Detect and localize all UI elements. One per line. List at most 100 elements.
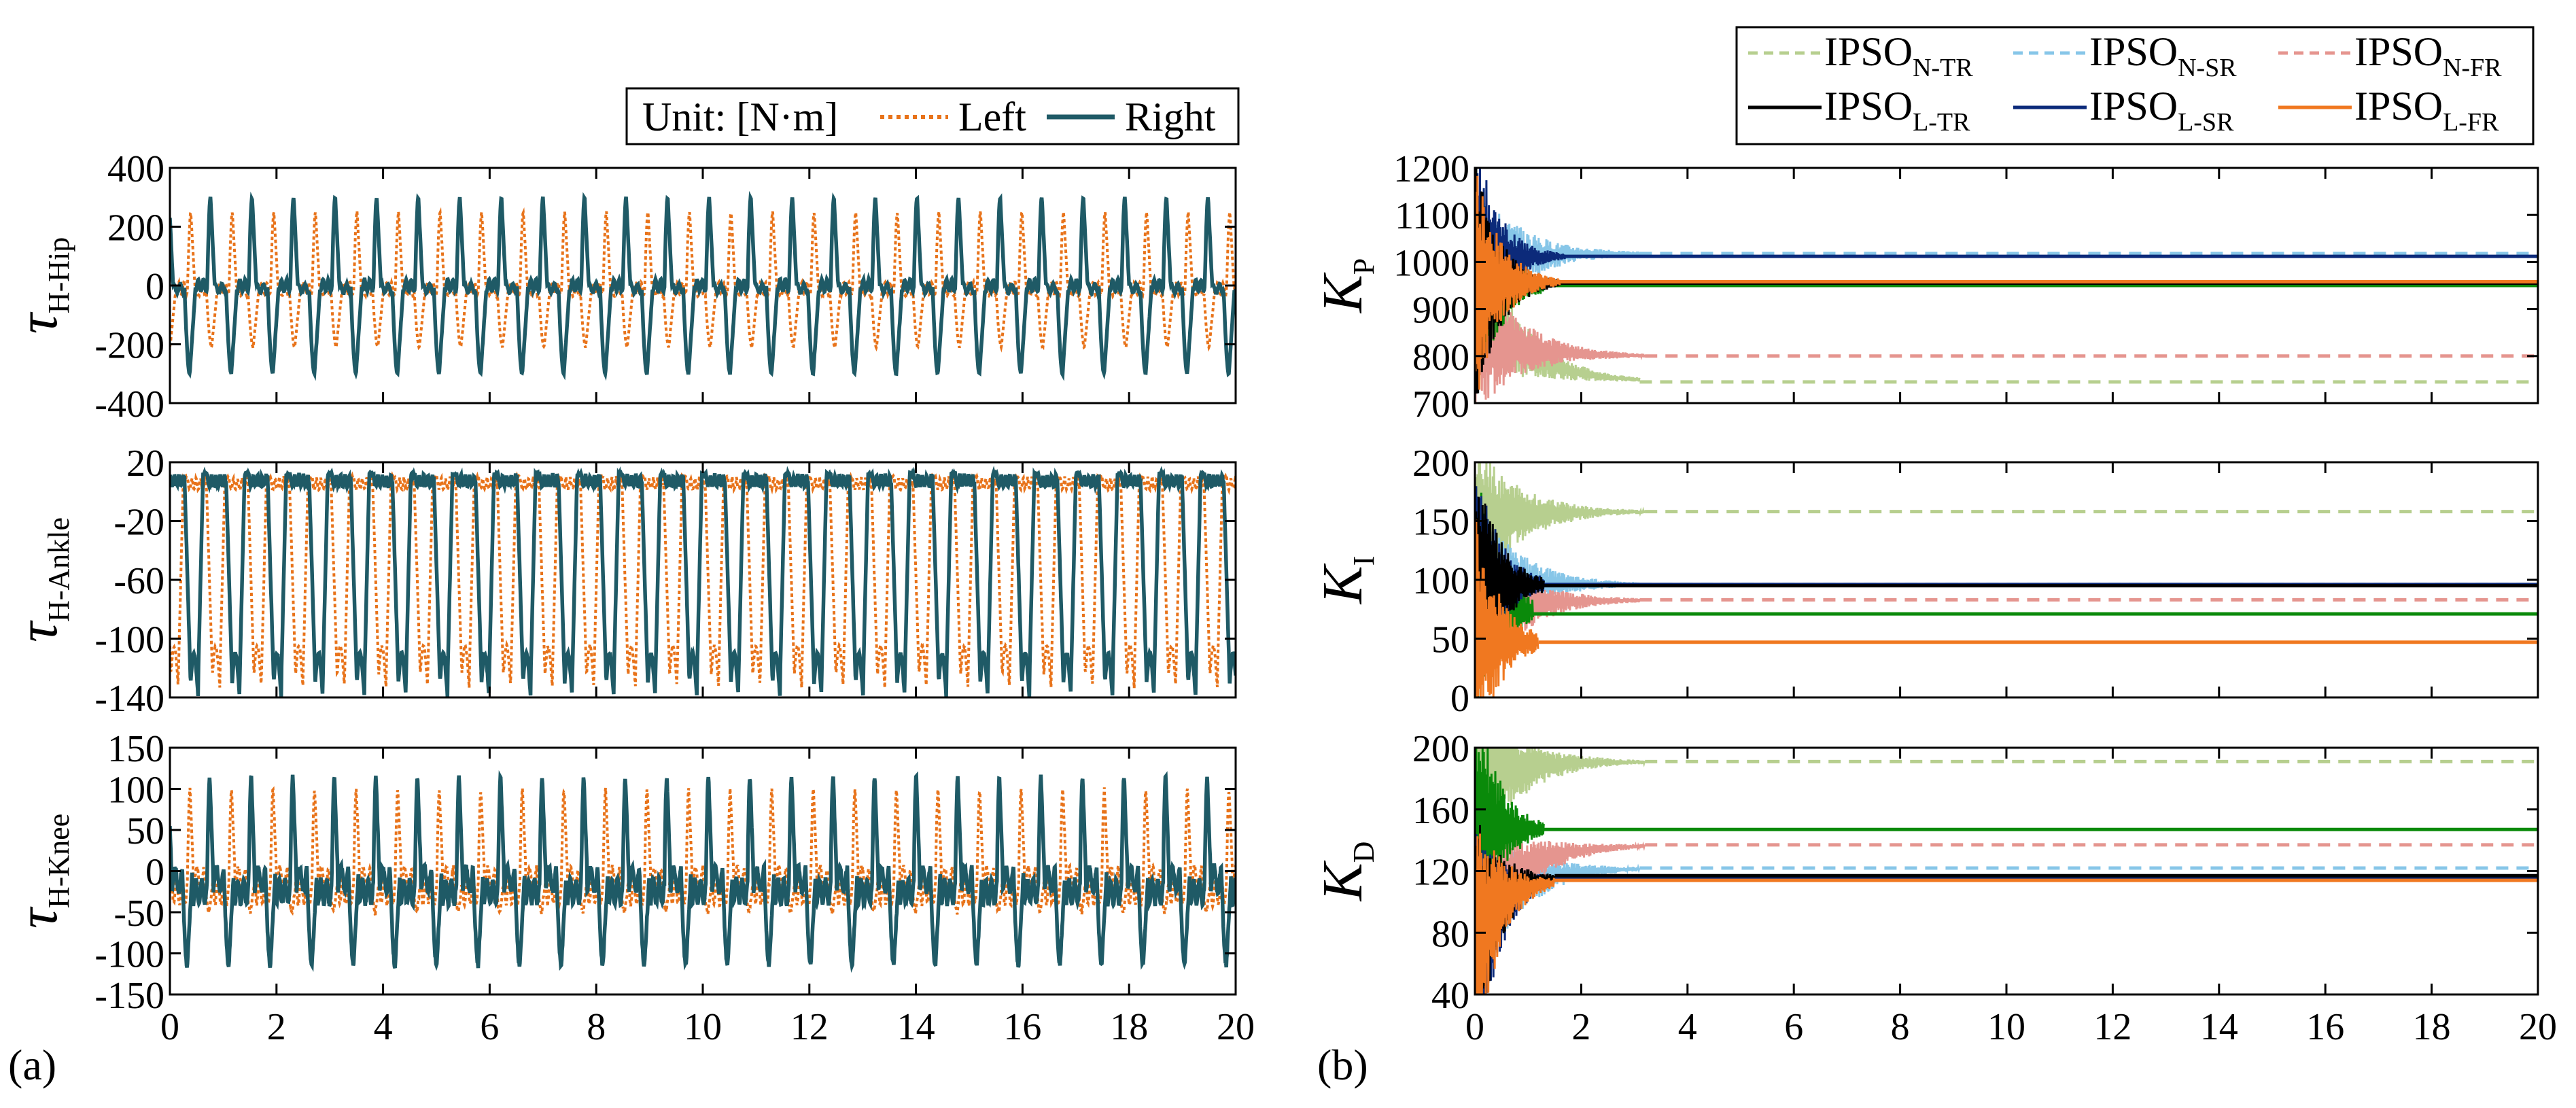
x-tick-label: 18	[2413, 1006, 2451, 1048]
panel-b-label: (b)	[1317, 1041, 1368, 1089]
legend-a-frame	[625, 87, 1240, 145]
legend-a: Unit: [N·m] Left Right	[625, 87, 1240, 145]
y-tick-label: -140	[94, 678, 164, 720]
x-tick-label: 0	[1465, 1006, 1484, 1048]
axes-frame	[169, 167, 1237, 404]
x-tick-label: 2	[1571, 1006, 1590, 1048]
gain-transient-kp-5	[1475, 169, 1561, 390]
y-axis-label-kd: KD	[1311, 842, 1380, 902]
y-tick-label: 200	[1412, 728, 1469, 770]
y-tick-label: -200	[94, 325, 164, 367]
y-tick-label: 700	[1412, 383, 1469, 426]
axes-frame	[169, 461, 1237, 699]
y-tick-label: 0	[145, 266, 164, 308]
legend-a-left-label: Left	[958, 94, 1026, 139]
axes-frame	[1474, 461, 2539, 699]
y-tick-label: 80	[1431, 913, 1469, 955]
gain-transient-ki-5	[1475, 519, 1539, 697]
x-tick-label: 6	[1784, 1006, 1803, 1048]
y-tick-label: -60	[114, 560, 164, 602]
x-tick-label: 6	[480, 1006, 499, 1048]
axes-frame	[1474, 167, 2539, 404]
y-axis-label-hip: τH-Hip	[6, 237, 75, 334]
x-tick-label: 10	[1987, 1006, 2025, 1048]
x-tick-label: 2	[267, 1006, 286, 1048]
y-axis-label-kp: KP	[1311, 258, 1380, 314]
y-tick-label: 100	[107, 769, 164, 812]
x-tick-label: 18	[1110, 1006, 1148, 1048]
y-axis-label-ki: KI	[1311, 556, 1380, 605]
series-hip-left	[170, 207, 1236, 353]
y-tick-label: -150	[94, 975, 164, 1017]
gain-transient-ki-3	[1475, 496, 1545, 683]
y-axis-label-ankle: τH-Ankle	[6, 517, 75, 642]
y-tick-label: 400	[107, 148, 164, 190]
axes-hip: 400 200 0 -200 -400 τH-Hip	[6, 148, 1237, 426]
gain-transient-kp-2	[1475, 256, 1646, 403]
x-tick-label: 16	[2306, 1006, 2344, 1048]
plot-area-knee	[170, 769, 1236, 973]
legend-b-entry-1: IPSON-SR	[2089, 29, 2237, 82]
axes-kd: 0 2 4 6 8 10 12 14 16 18 20 200 160 120 80 40 KD	[1311, 728, 2557, 1048]
panel-a-label: (a)	[8, 1041, 56, 1089]
y-tick-label: 900	[1412, 290, 1469, 332]
series-ankle-right	[170, 466, 1236, 697]
x-tick-label: 12	[790, 1006, 829, 1048]
y-tick-label: 40	[1431, 975, 1469, 1017]
y-tick-label: 50	[126, 810, 164, 852]
x-tick-label: 8	[587, 1006, 606, 1048]
y-tick-label: -100	[94, 619, 164, 661]
legend-b-frame	[1735, 26, 2535, 145]
gain-transient-kd-5	[1475, 833, 1555, 994]
legend-a-right-label: Right	[1125, 94, 1216, 139]
legend-b-entry-4: IPSOL-SR	[2089, 84, 2234, 137]
plot-area-ki	[1475, 462, 2538, 697]
axes-ankle: 20 -20 -60 -100 -140 τH-Ankle	[6, 443, 1237, 720]
x-tick-label: 16	[1003, 1006, 1041, 1048]
y-tick-label: -400	[94, 383, 164, 426]
y-tick-label: -50	[114, 893, 164, 935]
y-tick-label: 1100	[1395, 195, 1469, 237]
x-tick-label: 0	[160, 1006, 179, 1048]
plot-area-hip	[170, 190, 1236, 381]
x-tick-label: 4	[374, 1006, 393, 1048]
y-tick-label: 1000	[1393, 242, 1469, 284]
x-tick-label: 14	[2200, 1006, 2238, 1048]
y-tick-label: 20	[126, 443, 164, 485]
x-tick-label: 20	[2519, 1006, 2557, 1048]
y-tick-label: 200	[107, 207, 164, 249]
y-tick-label: 0	[1450, 678, 1469, 720]
y-tick-label: 800	[1412, 336, 1469, 379]
axes-frame	[169, 746, 1237, 996]
y-tick-label: 1200	[1393, 148, 1469, 190]
gain-transient-ki-0	[1475, 462, 1646, 592]
series-knee-right	[170, 769, 1236, 973]
plot-area-kd	[1475, 748, 2538, 994]
gain-transient-kd-6	[1475, 748, 1545, 931]
x-tick-label: 10	[684, 1006, 722, 1048]
y-tick-label: 160	[1412, 790, 1469, 832]
x-tick-label: 12	[2093, 1006, 2131, 1048]
axes-knee: 0 2 4 6 8 10 12 14 16 18 20150100500-50-100-150τH-…	[6, 728, 1255, 1048]
y-tick-label: 0	[145, 852, 164, 894]
y-tick-label: -100	[94, 934, 164, 976]
gain-transient-kd-0	[1475, 748, 1646, 859]
x-tick-label: 14	[897, 1006, 935, 1048]
y-tick-label: 50	[1431, 619, 1469, 661]
legend-b-entry-2: IPSON-FR	[2354, 29, 2502, 82]
legend-b-entry-3: IPSOL-TR	[1824, 84, 1970, 137]
y-tick-label: 200	[1412, 443, 1469, 485]
y-tick-label: -20	[114, 502, 164, 544]
y-tick-label: 150	[107, 728, 164, 770]
plot-area-kp	[1475, 168, 2538, 403]
legend-b: IPSON-TR IPSON-SR IPSON-FR IPSOL-TR IPSOL-SR…	[1735, 26, 2535, 145]
legend-b-entry-0: IPSON-TR	[1824, 29, 1973, 82]
y-tick-label: 100	[1412, 560, 1469, 602]
x-tick-label: 4	[1678, 1006, 1697, 1048]
y-tick-label: 120	[1412, 852, 1469, 894]
x-tick-label: 20	[1217, 1006, 1255, 1048]
legend-a-unit: Unit: [N·m]	[642, 94, 838, 139]
x-tick-label: 8	[1891, 1006, 1910, 1048]
